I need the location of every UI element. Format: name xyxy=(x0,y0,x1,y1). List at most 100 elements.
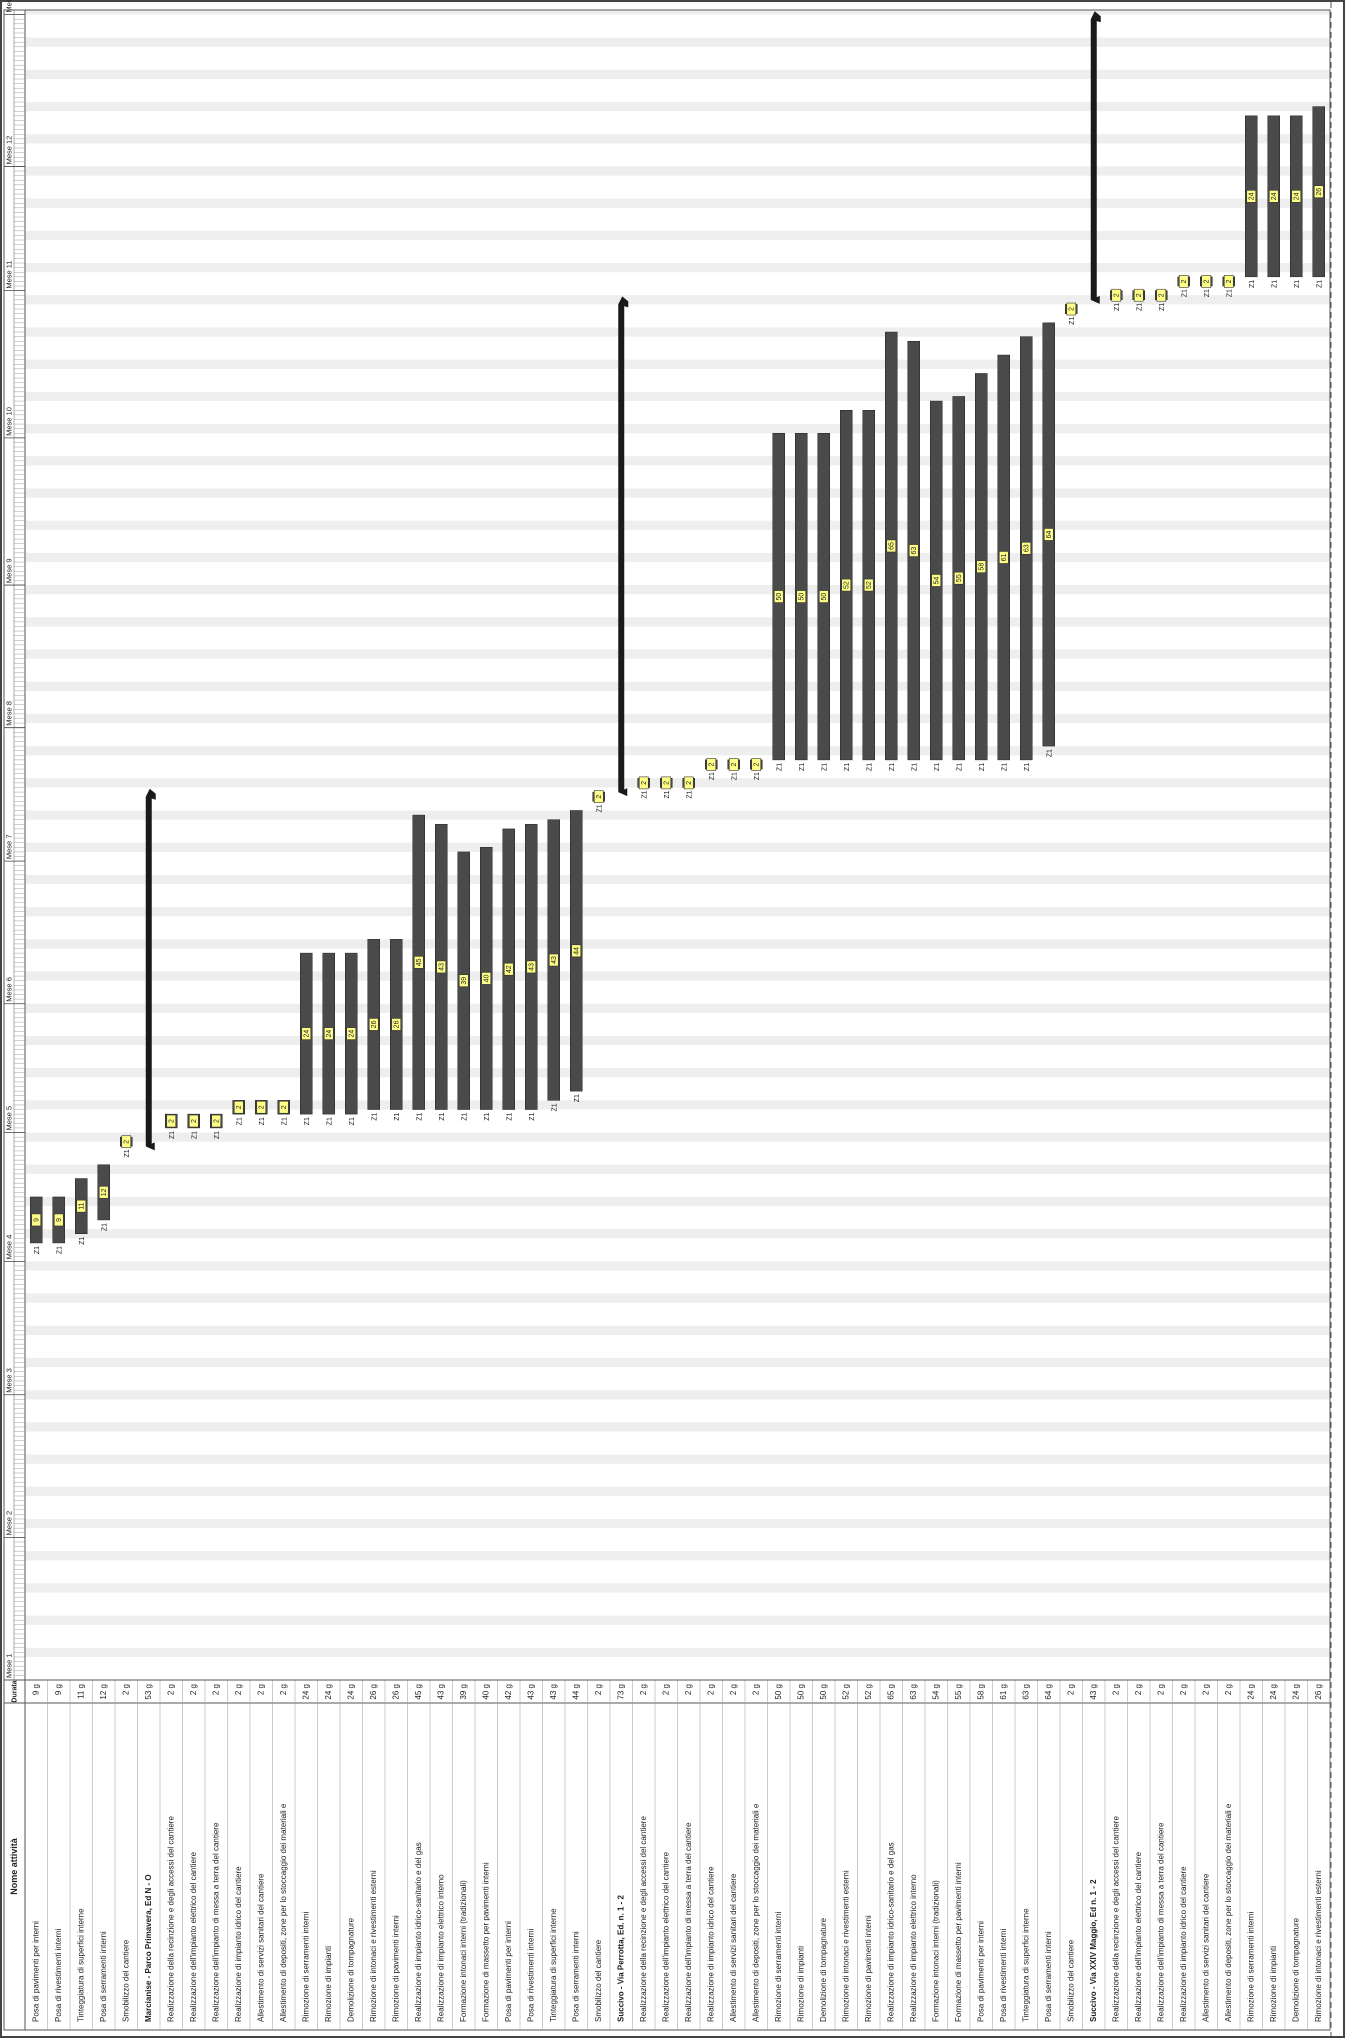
task-name: Formazione di massetto per pavimenti int… xyxy=(954,1862,963,2022)
task-name: Realizzazione dell'impianto di messa a t… xyxy=(211,1822,220,2022)
task-duration: 50 g xyxy=(796,1684,805,1700)
task-name: Realizzazione dell'impianto elettrico de… xyxy=(1134,1851,1143,2022)
month-label: Mese 4 xyxy=(4,1235,13,1260)
resource-label: Z1 xyxy=(889,763,896,771)
task-duration: 42 g xyxy=(504,1684,513,1700)
task-name: Formazione intonaci interni (tradizional… xyxy=(459,1880,468,2022)
resource-label: Z1 xyxy=(192,1131,199,1139)
bar-label: 24 xyxy=(1271,192,1278,200)
resource-label: Z1 xyxy=(124,1149,131,1157)
resource-label: Z1 xyxy=(34,1246,41,1254)
rotated-sheet: Nome attività Durata Mese 1 Mese 2 Mese 3 Mes… xyxy=(3,0,1331,2031)
bar-label: 12 xyxy=(101,1188,108,1196)
task-duration: 2 g xyxy=(234,1684,243,1695)
task-duration: 43 g xyxy=(1089,1684,1098,1700)
weekend-band xyxy=(25,520,1330,530)
bar-label: 2 xyxy=(124,1140,131,1144)
resource-label: Z1 xyxy=(1272,280,1279,288)
duration-box xyxy=(188,1114,199,1128)
task-name: Posa di pavimenti per interni xyxy=(504,1921,513,2022)
task-name: Rimozione di serramenti interni xyxy=(774,1912,783,2022)
weekend-band xyxy=(25,456,1330,466)
bar-label: 2 xyxy=(1181,279,1188,283)
month-label: Mese 12 xyxy=(4,136,13,165)
task-name: Allestimento di depositi, zone per lo st… xyxy=(751,1803,760,2022)
task-duration: 24 g xyxy=(346,1684,355,1700)
resource-label: Z1 xyxy=(664,790,671,798)
resource-label: Z1 xyxy=(642,790,649,798)
resource-label: Z1 xyxy=(259,1117,266,1125)
duration-box xyxy=(1223,275,1234,288)
duration-box xyxy=(796,590,807,603)
resource-label: Z1 xyxy=(822,763,829,771)
weekend-band xyxy=(25,391,1330,402)
duration-box xyxy=(863,578,874,592)
task-name: Formazione intonaci interni (tradizional… xyxy=(931,1880,940,2022)
bar-label: 2 xyxy=(169,1119,176,1123)
task-duration: 52 g xyxy=(864,1684,873,1700)
bar-label: 43 xyxy=(529,963,536,971)
task-name: Realizzazione dell'impianto di messa a t… xyxy=(1156,1822,1165,2022)
task-name: Posa di serramenti interni xyxy=(99,1931,108,2022)
bar-label: 42 xyxy=(506,965,513,973)
weekend-band xyxy=(25,263,1330,273)
bar-label: 58 xyxy=(979,563,986,571)
task-duration: 2 g xyxy=(1179,1684,1188,1695)
weekend-band xyxy=(25,134,1330,144)
task-name: Posa di pavimenti per interni xyxy=(31,1921,40,2022)
weekend-band xyxy=(25,1486,1330,1496)
task-name: Posa di serramenti interni xyxy=(571,1931,580,2022)
month-label: Mese 3 xyxy=(4,1368,13,1393)
resource-label: Z1 xyxy=(687,790,694,798)
duration-box xyxy=(278,1100,289,1114)
weekend-band xyxy=(25,1390,1330,1400)
bar-label: 2 xyxy=(709,762,716,766)
task-duration: 24 g xyxy=(1291,1684,1300,1700)
bar-label: 63 xyxy=(1024,544,1031,552)
month-label: Mese 5 xyxy=(4,1106,13,1131)
task-duration: 73 g xyxy=(616,1684,625,1700)
task-name: Realizzazione dell'impianto di messa a t… xyxy=(684,1822,693,2022)
bar-label: 50 xyxy=(776,593,783,601)
bar-label: 24 xyxy=(1294,192,1301,200)
task-duration: 45 g xyxy=(414,1684,423,1700)
task-duration: 2 g xyxy=(166,1684,175,1695)
weekend-band xyxy=(25,488,1330,498)
month-label: Mese 7 xyxy=(4,834,13,859)
weekend-band xyxy=(25,1261,1330,1271)
bar-label: 54 xyxy=(934,576,941,584)
duration-box xyxy=(503,962,514,976)
resource-label: Z1 xyxy=(282,1117,289,1125)
resource-label: Z1 xyxy=(934,763,941,771)
weekend-band xyxy=(25,359,1330,369)
weekend-band xyxy=(25,1647,1330,1657)
task-duration: 52 g xyxy=(841,1684,850,1700)
task-duration: 63 g xyxy=(909,1684,918,1700)
resource-label: Z1 xyxy=(1159,303,1166,311)
weekend-band xyxy=(25,842,1330,852)
weekend-band xyxy=(25,585,1330,595)
month-label: Mese 8 xyxy=(4,701,13,726)
bar-label: 44 xyxy=(574,947,581,955)
weekend-band xyxy=(25,681,1330,691)
bar-label: 43 xyxy=(551,956,558,964)
resource-label: Z1 xyxy=(1294,280,1301,288)
task-name: Smobilizzo del cantiere xyxy=(594,1939,603,2022)
bar-label: 43 xyxy=(439,963,446,971)
duration-box xyxy=(31,1213,42,1227)
weekend-band xyxy=(25,617,1330,627)
summary-arrow xyxy=(618,296,629,308)
duration-box xyxy=(368,1018,379,1031)
weekend-band xyxy=(25,1229,1330,1239)
task-name: Rimozione di intonaci e rivestimenti est… xyxy=(841,1870,850,2022)
bar-label: 26 xyxy=(371,1020,378,1028)
bar-label: 9 xyxy=(56,1218,63,1222)
task-duration: 2 g xyxy=(729,1684,738,1695)
task-name: Allestimento di depositi, zone per lo st… xyxy=(1224,1803,1233,2022)
task-duration: 2 g xyxy=(684,1684,693,1695)
month-label: Mese 6 xyxy=(4,977,13,1002)
task-duration: 2 g xyxy=(1134,1684,1143,1695)
weekend-band xyxy=(25,295,1330,305)
duration-box xyxy=(256,1100,267,1114)
duration-box xyxy=(1201,275,1212,288)
